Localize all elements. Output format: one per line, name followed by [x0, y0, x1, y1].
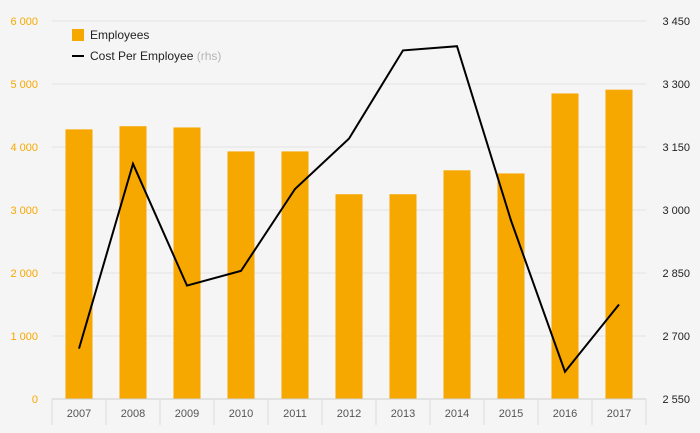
x-tick-label: 2010 [229, 408, 253, 420]
bar-employees-2016 [551, 93, 579, 399]
bar-employees-2015 [497, 173, 525, 399]
line-cost-per-employee [78, 45, 620, 374]
y-right-tick-label: 3 000 [662, 205, 690, 217]
bar-employees-2010 [227, 151, 255, 399]
x-tick-label: 2009 [175, 408, 199, 420]
y-left-tick-label: 4 000 [10, 142, 38, 154]
legend-label-employees: Employees [90, 28, 149, 42]
x-tick-label: 2007 [67, 408, 91, 420]
bar-employees-2014 [443, 170, 471, 399]
bar-employees-2017 [605, 89, 633, 400]
x-tick-label: 2014 [445, 408, 469, 420]
legend: Employees Cost Per Employee (rhs) [72, 28, 221, 63]
y-right-tick-label: 3 300 [662, 79, 690, 91]
x-tick-label: 2008 [121, 408, 145, 420]
legend-swatch-employees [72, 29, 84, 41]
x-tick-label: 2015 [499, 408, 523, 420]
x-tick-label: 2017 [607, 408, 631, 420]
y-right-tick-label: 2 550 [662, 394, 690, 406]
legend-label-cost-per-employee: Cost Per Employee (rhs) [90, 49, 221, 63]
x-tick-label: 2016 [553, 408, 577, 420]
y-right-tick-label: 2 850 [662, 268, 690, 280]
y-left-tick-label: 0 [32, 394, 38, 406]
y-right-tick-label: 3 450 [662, 16, 690, 28]
bar-employees-2011 [281, 151, 309, 399]
y-left-tick-label: 6 000 [10, 16, 38, 28]
y-left-tick-label: 5 000 [10, 79, 38, 91]
x-tick-label: 2013 [391, 408, 415, 420]
bar-employees-2013 [389, 194, 417, 399]
bars-employees [65, 89, 633, 400]
bar-employees-2008 [119, 126, 147, 400]
y-left-tick-label: 3 000 [10, 205, 38, 217]
x-tick-label: 2012 [337, 408, 361, 420]
axes: 0 1 000 2 000 3 000 4 000 5 000 6 000 2 550 2 70… [10, 16, 690, 425]
legend-suffix-rhs: (rhs) [197, 49, 222, 63]
bar-employees-2007 [65, 129, 93, 400]
y-left-tick-label: 1 000 [10, 331, 38, 343]
y-right-tick-label: 2 700 [662, 331, 690, 343]
x-tick-label: 2011 [283, 408, 307, 420]
y-left-tick-label: 2 000 [10, 268, 38, 280]
y-right-tick-label: 3 150 [662, 142, 690, 154]
bar-employees-2012 [335, 194, 363, 399]
